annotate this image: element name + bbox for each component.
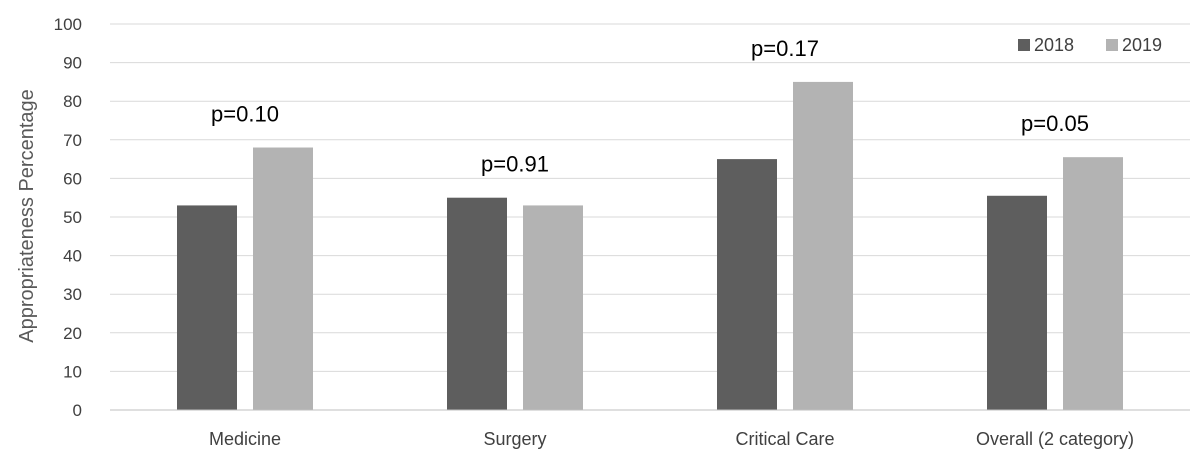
legend-label-2018: 2018 bbox=[1034, 35, 1074, 55]
y-tick-label: 100 bbox=[54, 15, 82, 34]
legend-label-2019: 2019 bbox=[1122, 35, 1162, 55]
p-value-label: p=0.91 bbox=[481, 152, 549, 177]
x-axis-categories: Medicine Surgery Critical Care Overall (2 c… bbox=[209, 429, 1134, 449]
legend-swatch-2019 bbox=[1106, 39, 1118, 51]
p-value-annotations: p=0.10 p=0.91 p=0.17 p=0.05 bbox=[211, 36, 1089, 177]
bar-2018-1 bbox=[447, 197, 507, 410]
x-category-label: Overall (2 category) bbox=[976, 429, 1134, 449]
y-axis-ticks: 0 10 20 30 40 50 60 70 80 90 100 bbox=[54, 15, 82, 420]
y-tick-label: 80 bbox=[63, 92, 82, 111]
y-axis-label: Appropriateness Percentage bbox=[16, 89, 38, 343]
bar-2019-0 bbox=[253, 147, 313, 410]
y-tick-label: 50 bbox=[63, 208, 82, 227]
legend-swatch-2018 bbox=[1018, 39, 1030, 51]
y-tick-label: 0 bbox=[73, 401, 82, 420]
x-category-label: Medicine bbox=[209, 429, 281, 449]
y-tick-label: 20 bbox=[63, 324, 82, 343]
x-category-label: Critical Care bbox=[735, 429, 834, 449]
bar-2018-0 bbox=[177, 205, 237, 410]
p-value-label: p=0.17 bbox=[751, 36, 819, 61]
bar-2018-2 bbox=[717, 159, 777, 410]
y-tick-label: 70 bbox=[63, 131, 82, 150]
y-tick-label: 30 bbox=[63, 285, 82, 304]
p-value-label: p=0.05 bbox=[1021, 111, 1089, 136]
bars bbox=[177, 81, 1123, 411]
bar-2019-2 bbox=[793, 81, 853, 411]
bar-2018-3 bbox=[987, 195, 1047, 410]
p-value-label: p=0.10 bbox=[211, 102, 279, 127]
bar-2019-3 bbox=[1063, 157, 1123, 410]
y-tick-label: 40 bbox=[63, 247, 82, 266]
y-tick-label: 10 bbox=[63, 362, 82, 381]
y-tick-label: 90 bbox=[63, 54, 82, 73]
y-tick-label: 60 bbox=[63, 169, 82, 188]
legend: 2018 2019 bbox=[1018, 35, 1162, 55]
x-category-label: Surgery bbox=[483, 429, 546, 449]
bar-2019-1 bbox=[523, 205, 583, 410]
